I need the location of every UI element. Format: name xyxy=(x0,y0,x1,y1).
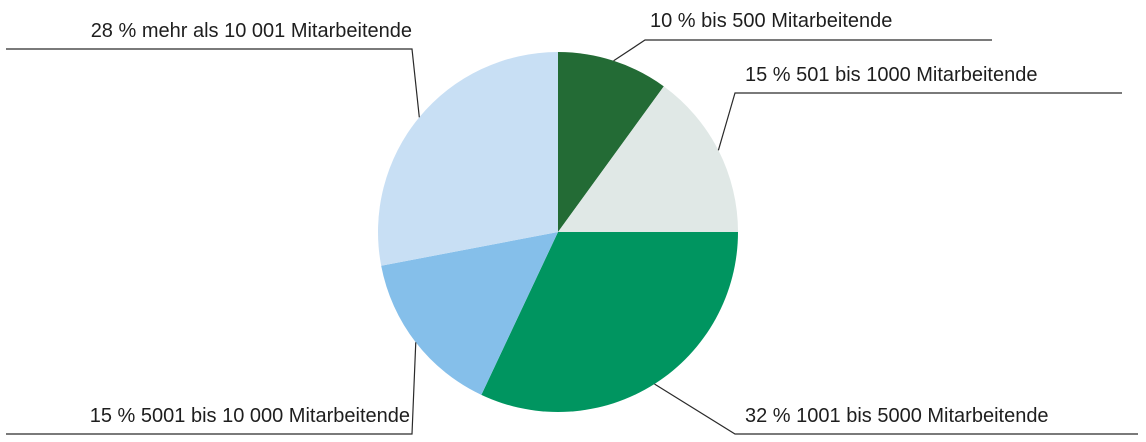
leader-line xyxy=(6,48,420,118)
slice-label: 32 % 1001 bis 5000 Mitarbeitende xyxy=(745,405,1049,427)
slice-label: 10 % bis 500 Mitarbeitende xyxy=(650,10,892,32)
slice-label: 28 % mehr als 10 001 Mitarbeitende xyxy=(91,20,412,42)
leader-line xyxy=(654,383,1138,435)
pie-slice xyxy=(558,86,738,232)
category-label: bis 500 Mitarbeitende xyxy=(701,10,892,32)
leader-line xyxy=(717,92,1122,151)
value-label: 28 % xyxy=(91,20,137,42)
pie-slice xyxy=(481,232,738,412)
value-label: 15 % xyxy=(745,64,791,86)
leader-line xyxy=(613,39,992,62)
pie-slice xyxy=(381,232,558,395)
category-label: 1001 bis 5000 Mitarbeitende xyxy=(796,405,1048,427)
value-label: 10 % xyxy=(650,10,696,32)
slice-label: 15 % 5001 bis 10 000 Mitarbeitende xyxy=(90,405,410,427)
value-label: 15 % xyxy=(90,405,136,427)
category-label: mehr als 10 001 Mitarbeitende xyxy=(142,20,412,42)
slice-label: 15 % 501 bis 1000 Mitarbeitende xyxy=(745,64,1037,86)
pie-slice xyxy=(558,52,664,232)
leader-line xyxy=(6,342,417,435)
value-label: 32 % xyxy=(745,405,791,427)
pie-slice xyxy=(377,52,558,266)
category-label: 5001 bis 10 000 Mitarbeitende xyxy=(141,405,410,427)
category-label: 501 bis 1000 Mitarbeitende xyxy=(796,64,1037,86)
